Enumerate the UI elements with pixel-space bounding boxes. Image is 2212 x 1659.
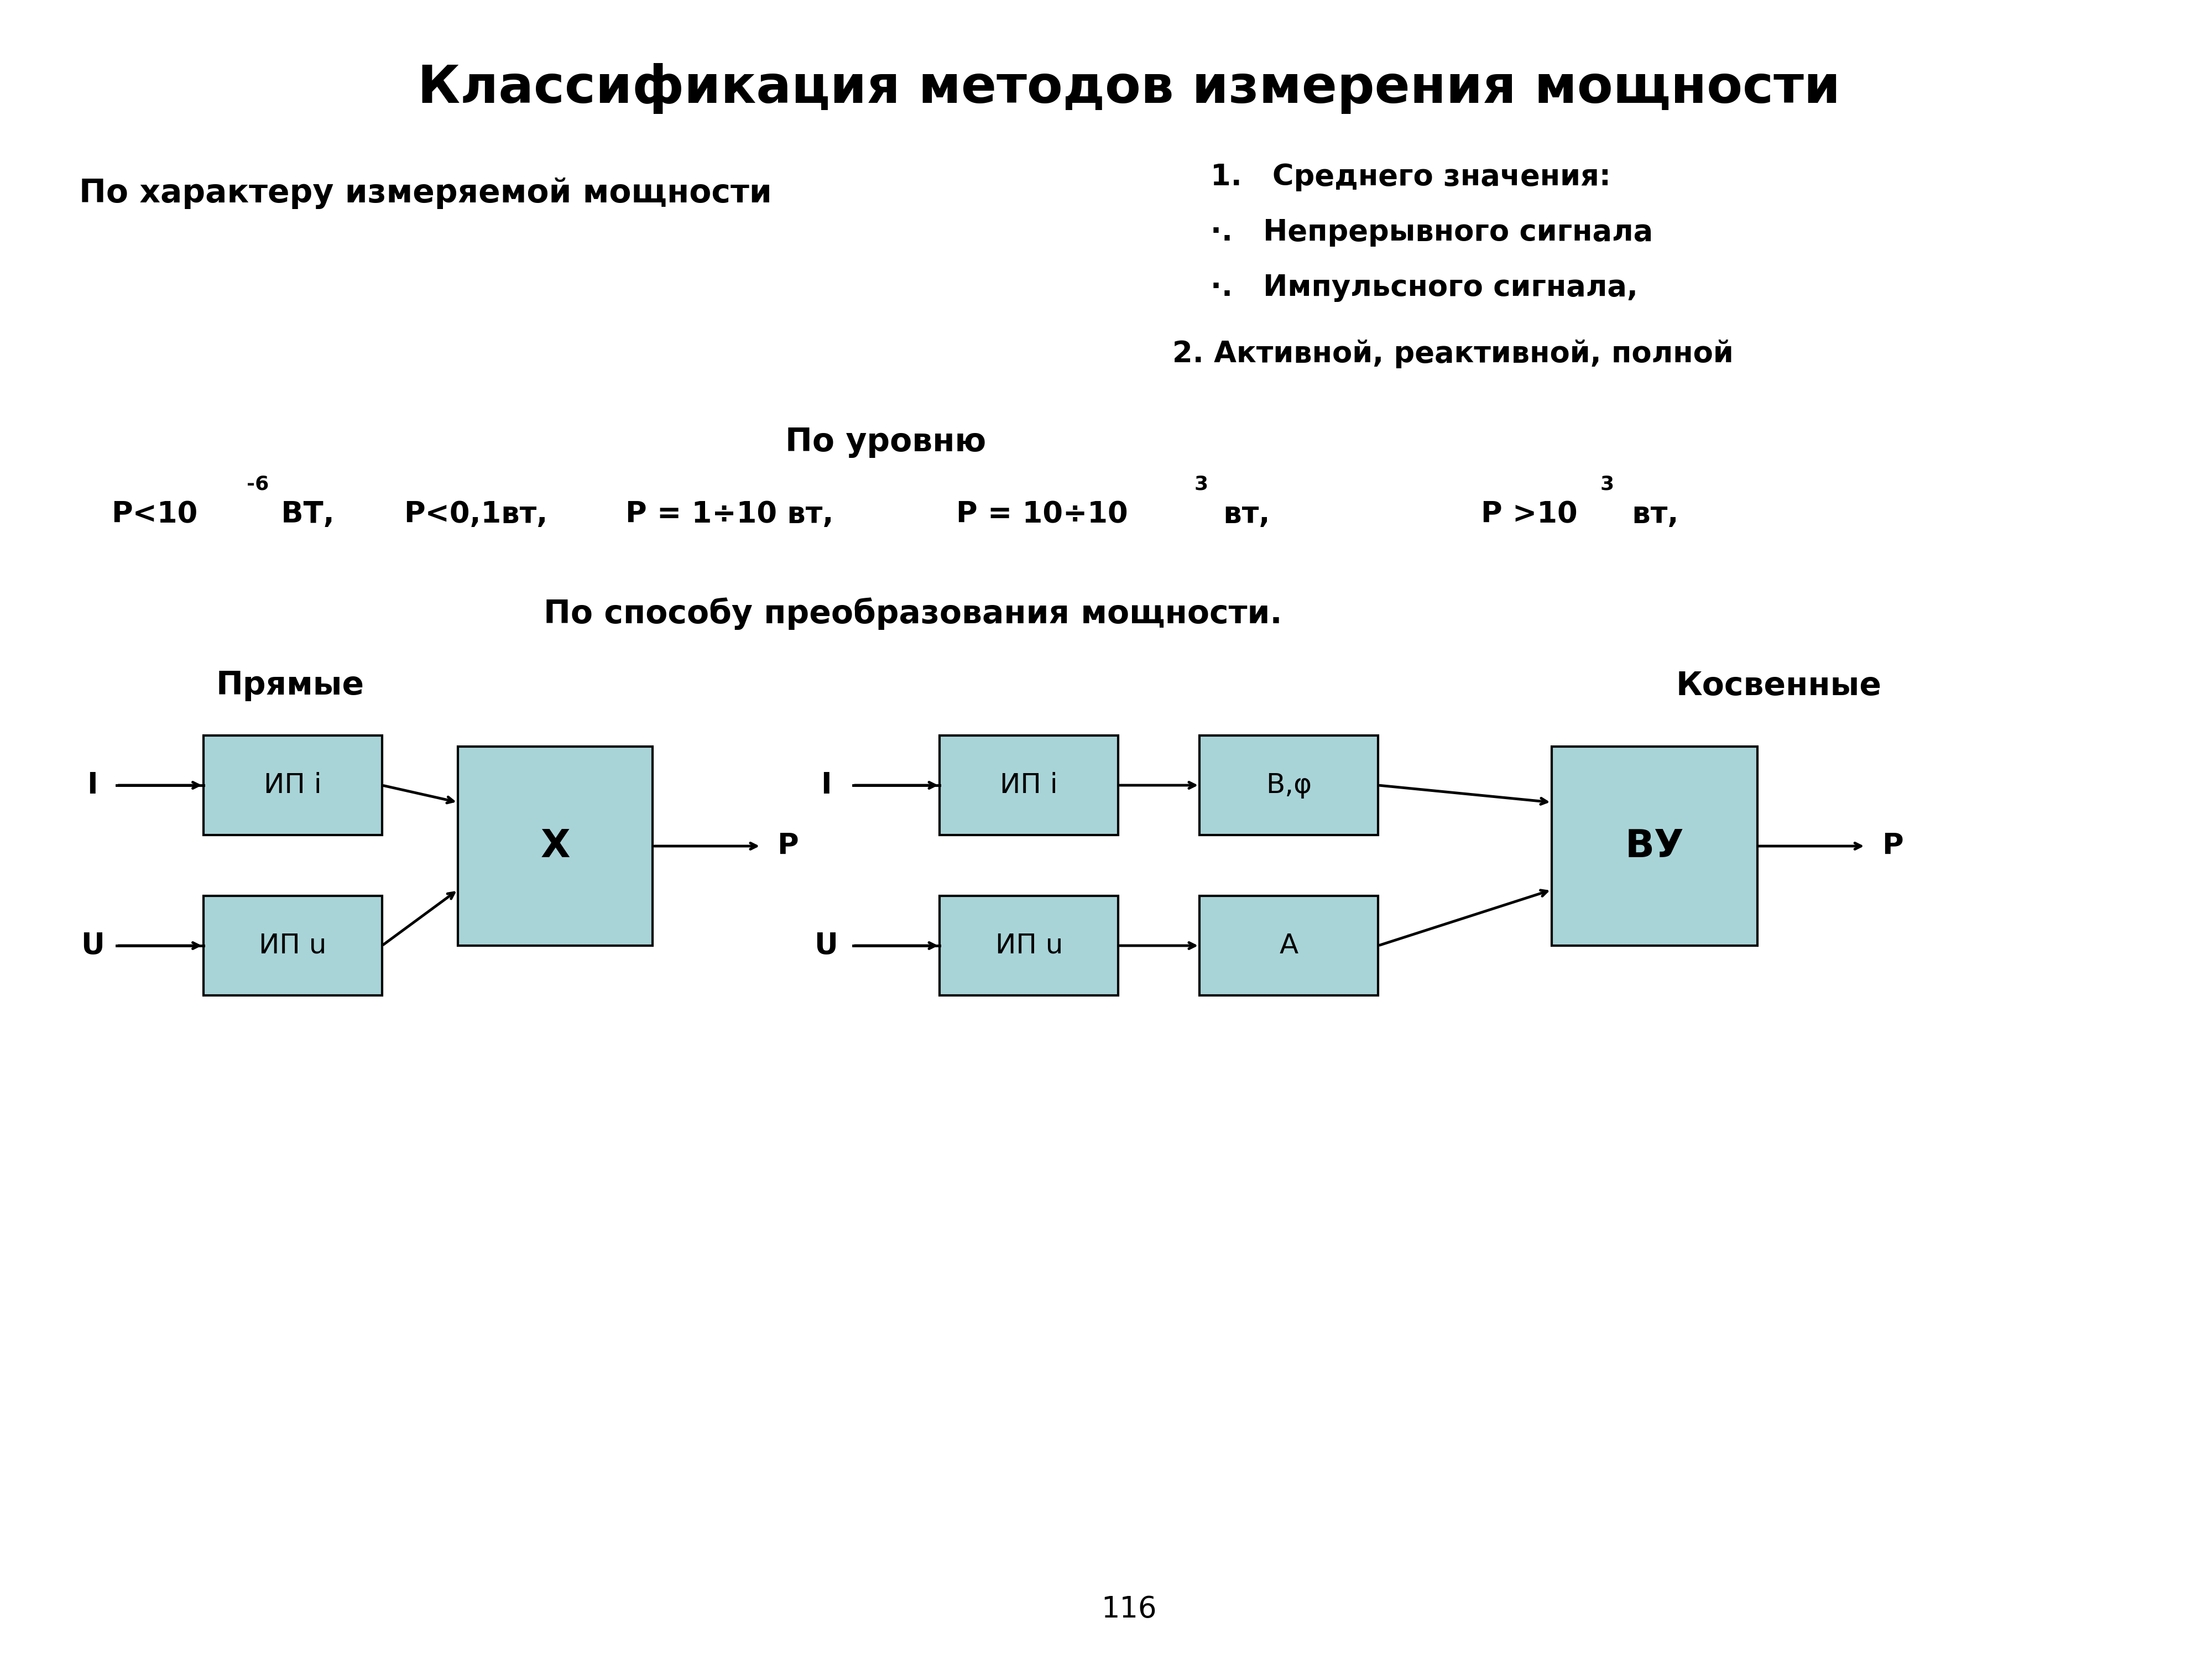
Text: ИП u: ИП u bbox=[259, 932, 327, 959]
Text: ИП u: ИП u bbox=[995, 932, 1064, 959]
Text: ·.   Импульсного сигнала,: ·. Импульсного сигнала, bbox=[1210, 274, 1637, 302]
Text: I: I bbox=[821, 771, 832, 800]
Text: I: I bbox=[86, 771, 97, 800]
Text: 3: 3 bbox=[1194, 474, 1208, 493]
Text: U: U bbox=[80, 931, 104, 961]
Text: Р<0,1вт,: Р<0,1вт, bbox=[405, 499, 549, 529]
Text: Х: Х bbox=[540, 828, 571, 864]
FancyBboxPatch shape bbox=[204, 735, 383, 834]
Text: Прямые: Прямые bbox=[217, 670, 365, 702]
FancyBboxPatch shape bbox=[940, 896, 1119, 995]
FancyBboxPatch shape bbox=[1199, 735, 1378, 834]
FancyBboxPatch shape bbox=[458, 747, 653, 946]
Text: Р = 1÷10 вт,: Р = 1÷10 вт, bbox=[626, 499, 834, 529]
Text: 3: 3 bbox=[1599, 474, 1615, 493]
FancyBboxPatch shape bbox=[940, 735, 1119, 834]
Text: U: U bbox=[814, 931, 838, 961]
Text: По уровню: По уровню bbox=[785, 426, 987, 458]
Text: ·.   Непрерывного сигнала: ·. Непрерывного сигнала bbox=[1210, 217, 1652, 247]
Text: ИП i: ИП i bbox=[263, 771, 321, 798]
Text: вт,: вт, bbox=[1621, 499, 1679, 529]
Text: -6: -6 bbox=[248, 474, 270, 493]
Text: По характеру измеряемой мощности: По характеру измеряемой мощности bbox=[80, 178, 772, 209]
Text: ИП i: ИП i bbox=[1000, 771, 1057, 798]
Text: Р = 10÷10: Р = 10÷10 bbox=[956, 499, 1128, 529]
Text: 116: 116 bbox=[1102, 1594, 1157, 1624]
Text: А: А bbox=[1279, 932, 1298, 959]
Text: По способу преобразования мощности.: По способу преобразования мощности. bbox=[544, 597, 1283, 630]
Text: Р >10: Р >10 bbox=[1482, 499, 1577, 529]
Text: В,φ: В,φ bbox=[1265, 771, 1312, 798]
Text: 2. Активной, реактивной, полной: 2. Активной, реактивной, полной bbox=[1172, 340, 1734, 368]
Text: Р: Р bbox=[1882, 831, 1902, 861]
FancyBboxPatch shape bbox=[204, 896, 383, 995]
Text: Классификация методов измерения мощности: Классификация методов измерения мощности bbox=[418, 63, 1840, 114]
Text: 1.   Среднего значения:: 1. Среднего значения: bbox=[1210, 163, 1610, 191]
FancyBboxPatch shape bbox=[1551, 747, 1756, 946]
Text: Р: Р bbox=[776, 831, 799, 861]
Text: ВУ: ВУ bbox=[1626, 828, 1683, 864]
FancyBboxPatch shape bbox=[1199, 896, 1378, 995]
Text: Р<10: Р<10 bbox=[111, 499, 197, 529]
Text: вт,: вт, bbox=[1212, 499, 1270, 529]
Text: Косвенные: Косвенные bbox=[1677, 670, 1882, 702]
Text: ВТ,: ВТ, bbox=[272, 499, 334, 529]
